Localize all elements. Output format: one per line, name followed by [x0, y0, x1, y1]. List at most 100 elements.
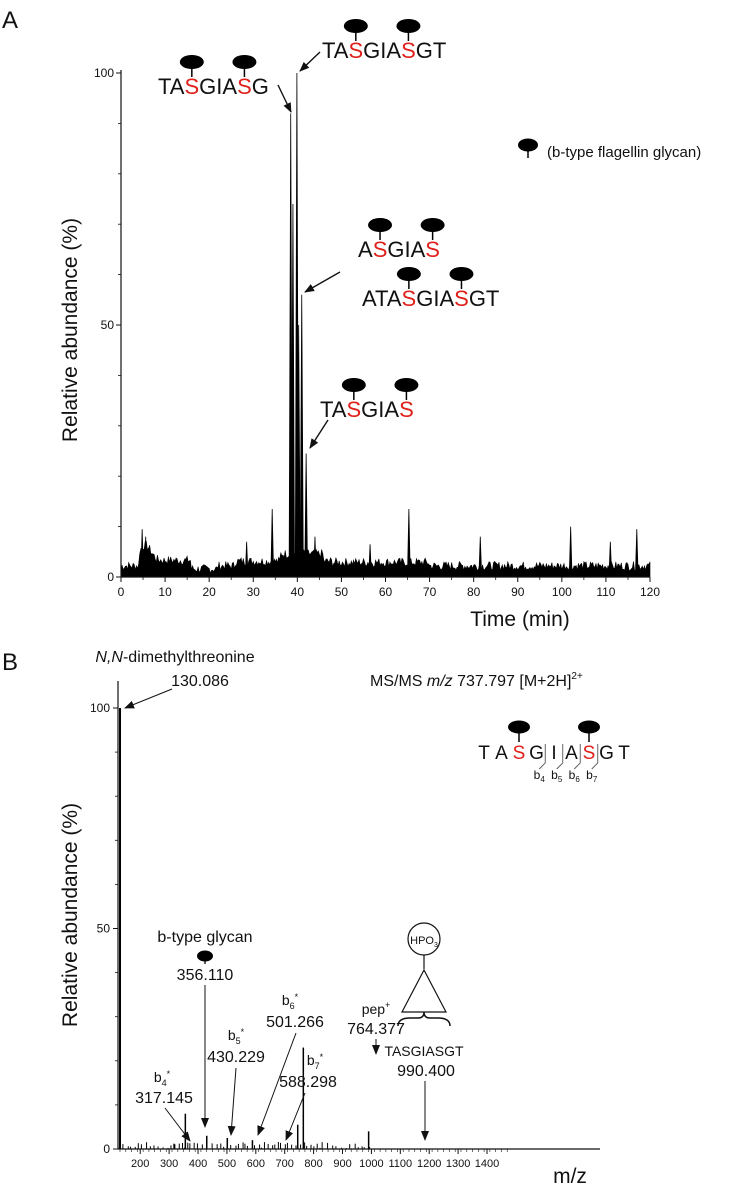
- sequence-residue: I: [551, 743, 556, 764]
- hpo3-structure: HPO3: [397, 922, 451, 1027]
- y-tick-label-b: 100: [90, 701, 110, 715]
- peak-0: [140, 529, 144, 578]
- sequence-residue: G: [599, 743, 614, 764]
- arrow-317: [164, 1107, 191, 1142]
- glycan-icon: [341, 378, 366, 392]
- arrow-tasgiasgt: [299, 51, 321, 72]
- fragment-bracket: [538, 744, 546, 770]
- x-tick-label-b: 300: [160, 1158, 178, 1170]
- fragment-bracket: [591, 744, 599, 770]
- peptide-segment: TA: [322, 38, 349, 63]
- glycan-icon: [508, 720, 530, 734]
- peptide-segment: S: [399, 397, 414, 422]
- peptide-segment: GIA: [387, 237, 425, 262]
- x-ticks: 0 10 20 30 40 50 60 70 80 90 100 110 120: [118, 577, 660, 599]
- peptide-label-3: ATASGIASGT: [362, 286, 499, 311]
- mz-430: 430.229: [207, 1049, 265, 1066]
- x-tick-label: 30: [247, 585, 261, 599]
- x-tick-label-b: 200: [131, 1158, 149, 1170]
- x-tick-label-b: 1000: [359, 1158, 383, 1170]
- peptide-segment: TA: [158, 74, 185, 99]
- peptide-segment: S: [237, 74, 252, 99]
- peak-2: [244, 541, 249, 578]
- peak-15: [608, 541, 613, 578]
- mz-990: 990.400: [397, 1063, 455, 1080]
- x-tick-label-b: 900: [333, 1158, 351, 1170]
- peak-11: [368, 544, 372, 578]
- baseline-noise: [120, 541, 651, 578]
- arrow-430: [227, 1067, 237, 1136]
- glycan-icon: [232, 55, 257, 69]
- x-tick-label-b: 600: [247, 1158, 265, 1170]
- sequence-fragment-map: T A S G I A S G Tb4 b5 b6 b7: [478, 720, 630, 784]
- peptide-label-2: ASGIAS: [358, 237, 440, 262]
- x-tick-label: 0: [118, 585, 125, 599]
- label-b-type-glycan: b-type glycan: [157, 929, 252, 946]
- baseline-trace: [120, 541, 651, 578]
- y-tick-label-b: 50: [97, 922, 111, 936]
- legend: (b-type flagellin glycan): [518, 138, 701, 161]
- peptide-segment: GT: [469, 286, 500, 311]
- arrow-tasgiasg: [277, 84, 292, 113]
- label-b5: b5*: [228, 1027, 245, 1046]
- sequence-residue: G: [529, 743, 544, 764]
- y-tick-label: 100: [94, 66, 114, 80]
- mz-317: 317.145: [135, 1090, 193, 1107]
- x-tick-label: 60: [379, 585, 393, 599]
- sequence-residue: S: [583, 743, 596, 764]
- sequence-residue: T: [478, 743, 490, 764]
- fragment-label: b7: [586, 768, 598, 784]
- y-ticks: 0 50 100: [94, 66, 121, 584]
- triangle-icon: [401, 968, 447, 1013]
- x-tick-label: 120: [640, 585, 660, 599]
- glycan-icon: [449, 267, 474, 281]
- x-tick-label-b: 700: [276, 1158, 294, 1170]
- label-pep: pep+: [362, 1000, 391, 1017]
- legend-label: (b-type flagellin glycan): [547, 144, 701, 161]
- peptide-segment: GIA: [363, 38, 401, 63]
- x-tick-label: 50: [335, 585, 349, 599]
- x-tick-label-b: 500: [218, 1158, 236, 1170]
- peptide-segment: ATA: [362, 286, 402, 311]
- mz-356: 356.110: [177, 967, 234, 984]
- peak-16: [634, 529, 639, 578]
- arrow-501: [257, 1032, 297, 1136]
- msms-title: MS/MS m/z 737.797 [M+2H]2+: [370, 671, 583, 690]
- peptide-segment: S: [184, 74, 199, 99]
- arrow-588: [285, 1092, 306, 1141]
- x-ticks-b: 200 300 400 500 600 700 800 900 1000 1100 1200 1300…: [119, 1149, 508, 1170]
- peak-3: [270, 508, 275, 578]
- mz-588: 588.298: [279, 1074, 337, 1091]
- peak-14: [568, 526, 573, 578]
- sequence-residue: S: [513, 743, 526, 764]
- peptide-segment: GT: [416, 38, 447, 63]
- glycan-icon: [343, 19, 368, 33]
- label-dimethylthreonine: N,N-dimethylthreonine: [95, 649, 254, 666]
- peptide-segment: S: [373, 237, 388, 262]
- y-ticks-b: 0 50 100: [90, 701, 118, 1156]
- x-tick-label-b: 1300: [446, 1158, 470, 1170]
- glycan-icon: [396, 267, 421, 281]
- panel-a-label: A: [2, 7, 18, 34]
- x-tick-label: 10: [158, 585, 172, 599]
- peak-12: [407, 508, 411, 578]
- sequence-residue: A: [495, 743, 508, 764]
- fragment-bracket: [573, 744, 581, 770]
- fragment-label: b5: [551, 768, 563, 784]
- x-tick-label-b: 1200: [417, 1158, 441, 1170]
- peptide-label-1: TASGIASGT: [322, 38, 446, 63]
- arrow-130: [124, 688, 173, 709]
- label-b4: b4*: [154, 1069, 171, 1088]
- peptide-segment: A: [358, 237, 373, 262]
- peptide-segment: S: [346, 397, 361, 422]
- mz-764: 764.377: [347, 1021, 405, 1038]
- glycan-icon: [420, 218, 445, 232]
- peak-5: [290, 204, 295, 578]
- peptide-segment: TA: [320, 397, 347, 422]
- x-tick-label-b: 800: [304, 1158, 322, 1170]
- peak-13: [478, 536, 483, 578]
- glycan-icon: [179, 55, 204, 69]
- peptide-segment: S: [401, 38, 416, 63]
